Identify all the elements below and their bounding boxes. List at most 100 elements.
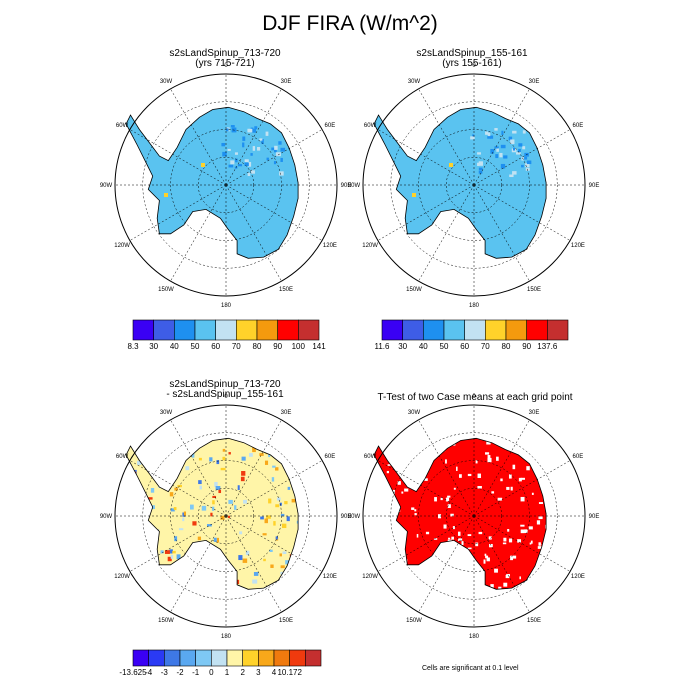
panel1-boundary	[114, 73, 338, 297]
meridian-line	[473, 88, 530, 186]
colorbar-box	[242, 649, 259, 667]
latitude-ring	[390, 432, 558, 600]
colorbar-box	[215, 319, 237, 341]
meridian-line	[225, 515, 323, 572]
colorbar-label: 30	[398, 342, 407, 351]
colorbar-label: 90	[522, 342, 531, 351]
panel3-title: s2sLandSpinup_713-720 - s2sLandSpinup_15…	[125, 380, 325, 400]
colorbar-label: -4	[145, 668, 153, 677]
colorbar-box	[153, 319, 175, 341]
figure-title: DJF FIRA (W/m^2)	[262, 12, 438, 35]
colorbar-1: 8.3 30 40 50 60 70 80 90 100 141	[127, 319, 326, 351]
lon-label-30w: 30W	[160, 410, 173, 416]
lon-label-150e: 150E	[279, 618, 293, 624]
meridian-line	[418, 88, 475, 186]
latitude-ring	[142, 101, 310, 269]
lon-label-30w: 30W	[408, 79, 421, 85]
colorbar-box	[422, 319, 445, 341]
colorbar-label: 2	[240, 668, 245, 677]
meridian-line	[418, 515, 475, 613]
colorbar-box	[179, 649, 196, 667]
lon-label-120e: 120E	[323, 243, 337, 249]
colorbar-box	[164, 649, 181, 667]
colorbar-box	[226, 649, 243, 667]
lon-label-150w: 150W	[158, 618, 174, 624]
panel2-title-line2: (yrs 155-161)	[442, 58, 502, 69]
colorbar-label: 4	[272, 668, 277, 677]
colorbar-box	[273, 649, 290, 667]
lon-label-90e: 90E	[589, 183, 600, 189]
meridian-line	[377, 460, 475, 517]
latitude-ring	[418, 460, 530, 572]
colorbar-label: 50	[440, 342, 449, 351]
colorbar-label: 70	[232, 342, 241, 351]
colorbar-label: -2	[176, 668, 184, 677]
lon-label-120e: 120E	[323, 574, 337, 580]
panel4-map: 0 30E 60E 90E 120E 150E 180 150W 120W 90W 60W 30W	[348, 394, 600, 640]
colorbar-box	[194, 319, 217, 341]
lon-label-120w: 120W	[362, 574, 378, 580]
panel3-title-line2: - s2sLandSpinup_155-161	[166, 389, 284, 400]
lon-label-150e: 150E	[279, 287, 293, 293]
lon-label-0: 0	[472, 63, 476, 69]
panel1-coastline	[125, 106, 299, 259]
meridian-line	[473, 515, 571, 572]
latitude-ring	[446, 488, 502, 544]
lon-label-150e: 150E	[527, 287, 541, 293]
lon-label-150w: 150W	[158, 287, 174, 293]
colorbar-label: 3	[256, 668, 261, 677]
panel2-title-line1: s2sLandSpinup_155-161	[416, 48, 528, 59]
meridian-line	[473, 129, 571, 186]
colorbar-box	[505, 319, 528, 341]
colorbar-label: 100	[292, 342, 306, 351]
panel2-boundary	[362, 73, 586, 297]
meridian-line	[170, 419, 227, 517]
lon-label-90e: 90E	[341, 514, 352, 520]
meridian-line	[418, 419, 475, 517]
meridian-line	[377, 129, 475, 186]
latitude-ring	[390, 101, 558, 269]
colorbar-box	[443, 319, 466, 341]
colorbar-label: 70	[481, 342, 490, 351]
panel3-map: 0 30E 60E 90E 120E 150E 180 150W 120W 90W 60W 30W	[100, 394, 352, 640]
significance-note: Cells are significant at 0.1 level	[422, 665, 519, 672]
panel3-boundary	[114, 404, 338, 628]
lon-label-60e: 60E	[573, 123, 584, 129]
colorbar-label: 40	[170, 342, 179, 351]
lon-label-60w: 60W	[364, 123, 377, 129]
lon-label-180: 180	[221, 303, 232, 309]
lon-label-150e: 150E	[527, 618, 541, 624]
lon-label-180: 180	[469, 303, 480, 309]
colorbar-label: 60	[211, 342, 220, 351]
colorbar-box	[546, 319, 569, 341]
colorbar-box	[174, 319, 196, 341]
meridian-line	[473, 184, 530, 282]
panel1-title-line2: (yrs 715-721)	[195, 58, 255, 69]
colorbar-label: 30	[149, 342, 158, 351]
colorbar-box	[289, 649, 306, 667]
panel2-coastline	[373, 106, 547, 259]
lon-label-30w: 30W	[408, 410, 421, 416]
panel1-title: s2sLandSpinup_713-720 (yrs 715-721)	[125, 49, 325, 69]
lon-label-30e: 30E	[281, 79, 292, 85]
meridian-line	[418, 184, 475, 282]
colorbar-box	[297, 319, 320, 341]
lon-label-30e: 30E	[281, 410, 292, 416]
meridian-line	[225, 88, 282, 186]
lon-label-90e: 90E	[341, 183, 352, 189]
colorbar-label: 137.6	[537, 342, 558, 351]
lon-label-120e: 120E	[571, 243, 585, 249]
lon-label-60e: 60E	[325, 123, 336, 129]
panel1-map: 0 30E 60E 90E 120E 150E 180 150W 120W 90W 60W 30W	[100, 63, 352, 309]
panel4-boundary	[362, 404, 586, 628]
colorbar-label: 0	[209, 668, 214, 677]
colorbar-label: 10.172	[277, 668, 302, 677]
meridian-line	[170, 515, 227, 613]
lon-label-60e: 60E	[573, 454, 584, 460]
colorbar-label: -3	[161, 668, 169, 677]
colorbar-3: -13.625-4 -3 -2 -1 0 1 2 3 4 10.172	[119, 649, 322, 677]
colorbar-box	[484, 319, 507, 341]
meridian-line	[225, 129, 323, 186]
panel3-title-line1: s2sLandSpinup_713-720	[169, 379, 281, 390]
